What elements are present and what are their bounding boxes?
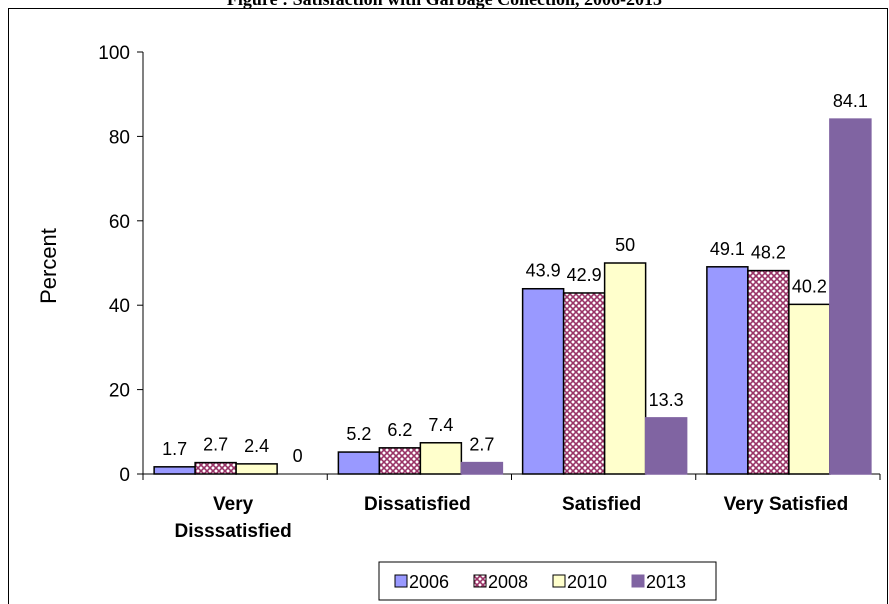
bar-2008-0 bbox=[194, 461, 237, 475]
y-tick-label: 20 bbox=[109, 381, 130, 402]
y-tick-label: 100 bbox=[98, 43, 130, 64]
bar-2013-2 bbox=[644, 417, 688, 475]
bar-2008-1 bbox=[378, 447, 422, 475]
x-category-label: Very Satisfied bbox=[724, 494, 849, 515]
data-label-2006-1: 5.2 bbox=[346, 424, 371, 444]
bar-2006-1 bbox=[337, 451, 381, 475]
data-label-2006-0: 1.7 bbox=[162, 439, 187, 459]
data-label-2010-3: 40.2 bbox=[792, 276, 827, 296]
legend-label-2013: 2013 bbox=[646, 572, 686, 592]
data-label-2010-2: 50 bbox=[615, 235, 635, 255]
bar-2008-3 bbox=[747, 269, 790, 475]
bar-2006-2 bbox=[521, 287, 565, 475]
data-label-2013-1: 2.7 bbox=[469, 435, 494, 455]
bar-2010-1 bbox=[419, 442, 463, 475]
y-tick-label: 40 bbox=[109, 296, 130, 317]
data-label-2008-2: 42.9 bbox=[567, 265, 602, 285]
bar-2008-2 bbox=[562, 292, 606, 475]
bar-2013-1 bbox=[460, 461, 504, 475]
x-category-label: Dissatisfied bbox=[364, 494, 471, 515]
data-label-2013-3: 84.1 bbox=[833, 91, 868, 111]
data-label-2010-1: 7.4 bbox=[428, 415, 453, 435]
x-category-label: Disssatisfied bbox=[175, 521, 292, 542]
legend-label-2010: 2010 bbox=[567, 572, 607, 592]
data-label-2008-1: 6.2 bbox=[387, 420, 412, 440]
data-label-2006-3: 49.1 bbox=[710, 239, 745, 259]
y-tick-label: 0 bbox=[119, 465, 130, 486]
bar-2013-3 bbox=[829, 118, 872, 475]
legend-label-2006: 2006 bbox=[409, 572, 449, 592]
y-axis-label: Percent bbox=[36, 228, 61, 304]
x-category-label: Satisfied bbox=[562, 494, 641, 515]
bar-2010-2 bbox=[603, 262, 647, 475]
data-label-2010-0: 2.4 bbox=[244, 436, 269, 456]
data-label-2008-0: 2.7 bbox=[203, 435, 228, 455]
y-tick-label: 80 bbox=[109, 127, 130, 148]
bar-2010-3 bbox=[788, 303, 831, 475]
bar-2006-3 bbox=[706, 266, 749, 475]
chart-title: Figure : Satisfaction with Garbage Colle… bbox=[0, 0, 889, 10]
y-tick-label: 60 bbox=[109, 212, 130, 233]
x-category-label: Very bbox=[213, 494, 254, 515]
data-label-2008-3: 48.2 bbox=[751, 243, 786, 263]
bar-2006-0 bbox=[153, 466, 196, 475]
legend-swatch-2006 bbox=[394, 574, 408, 588]
data-label-2013-2: 13.3 bbox=[649, 390, 684, 410]
data-label-2013-0: 0 bbox=[293, 446, 303, 466]
legend-swatch-2008 bbox=[473, 574, 487, 588]
legend-swatch-2010 bbox=[552, 574, 566, 588]
legend-swatch-2013 bbox=[631, 574, 645, 588]
bar-2010-0 bbox=[235, 463, 278, 475]
legend-label-2008: 2008 bbox=[488, 572, 528, 592]
data-label-2006-2: 43.9 bbox=[526, 261, 561, 281]
legend-box bbox=[378, 561, 717, 601]
chart-border bbox=[8, 8, 888, 604]
